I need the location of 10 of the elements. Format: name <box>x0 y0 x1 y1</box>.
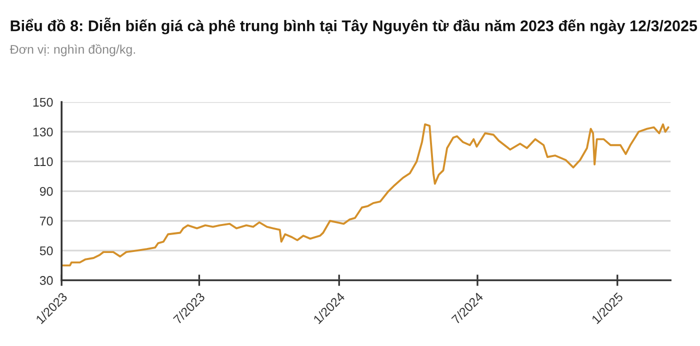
y-tick-label: 50 <box>40 246 53 256</box>
y-tick-label: 150 <box>33 98 53 107</box>
y-tick-label: 130 <box>33 128 53 136</box>
chart-title: Biểu đồ 8: Diễn biến giá cà phê trung bình tại Tây Nguyên từ đầu năm 2023 đến ngày 12/3/2025 <box>10 18 698 34</box>
y-tick-label: 70 <box>40 216 53 226</box>
line-series <box>62 123 670 266</box>
y-tick-label: 30 <box>40 276 53 285</box>
y-tick-label: 110 <box>34 157 53 166</box>
y-tick-label: 90 <box>40 186 53 196</box>
chart-subtitle: Đơn vị: nghìn đồng/kg. <box>10 44 135 56</box>
